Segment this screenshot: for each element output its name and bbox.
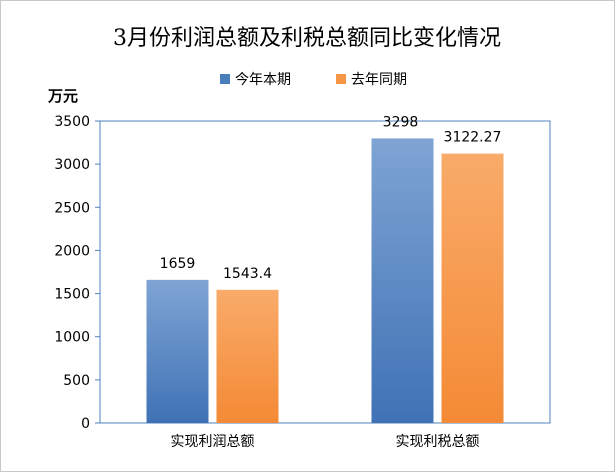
- bar-this-year: [371, 138, 434, 423]
- data-label: 1543.4: [223, 266, 272, 282]
- bar-last-year: [441, 153, 504, 423]
- data-label: 3298: [383, 114, 419, 130]
- y-tick-label: 0: [81, 416, 90, 432]
- y-axis: 0 500 1000 1500 2000 2500 3000 3500: [54, 114, 100, 432]
- x-category-label: 实现利税总额: [396, 434, 480, 450]
- x-axis: 实现利润总额 实现利税总额: [171, 434, 480, 450]
- y-tick-label: 2500: [54, 200, 90, 216]
- bar-this-year: [146, 279, 209, 423]
- y-tick-label: 3000: [54, 157, 90, 173]
- y-tick-label: 1000: [54, 330, 90, 346]
- legend-label-this-year: 今年本期: [235, 72, 291, 88]
- legend-label-last-year: 去年同期: [351, 72, 407, 88]
- legend-swatch-this-year: [220, 74, 230, 84]
- y-tick-label: 3500: [54, 114, 90, 130]
- y-axis-unit-label: 万元: [47, 87, 78, 105]
- y-tick-label: 500: [63, 373, 90, 389]
- bar-last-year: [216, 289, 279, 423]
- legend-swatch-last-year: [336, 74, 346, 84]
- data-label: 1659: [160, 256, 196, 272]
- data-label: 3122.27: [444, 130, 502, 146]
- y-tick-label: 1500: [54, 287, 90, 303]
- x-category-label: 实现利润总额: [171, 434, 255, 450]
- y-tick-label: 2000: [54, 243, 90, 259]
- plot-area: [99, 120, 551, 424]
- chart-title: 3月份利润总额及利税总额同比变化情况: [113, 26, 501, 51]
- value-labels: 1659 1543.4 3298 3122.27: [160, 114, 502, 281]
- bars: [146, 138, 504, 423]
- legend: 今年本期 去年同期: [220, 72, 407, 88]
